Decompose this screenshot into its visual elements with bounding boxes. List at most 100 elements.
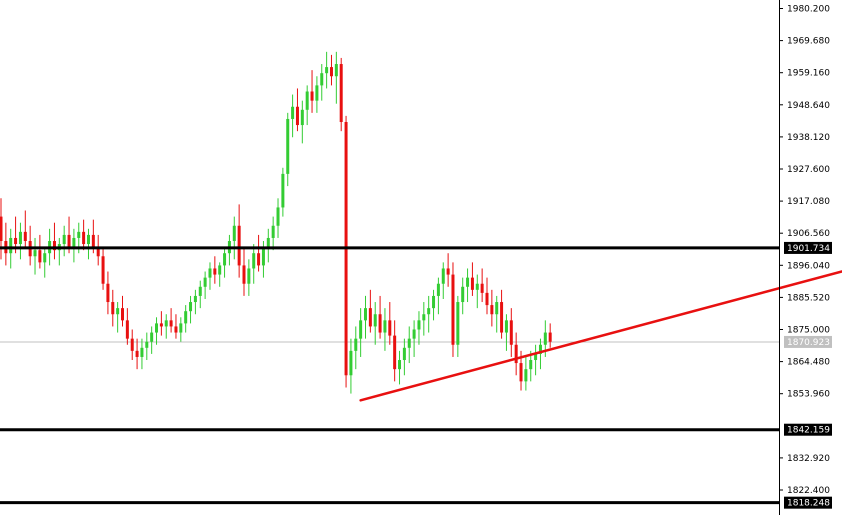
candle xyxy=(524,356,528,391)
candle xyxy=(28,225,32,266)
candle-body xyxy=(378,314,382,333)
candle-body xyxy=(203,277,207,287)
candle-body xyxy=(155,323,159,333)
candle xyxy=(300,100,304,144)
candle xyxy=(121,295,124,327)
candle xyxy=(495,295,499,333)
candle xyxy=(436,277,440,315)
candle xyxy=(417,311,421,345)
candle-body xyxy=(543,332,547,345)
y-tick-label: 1938.120 xyxy=(787,133,830,143)
candle xyxy=(266,228,270,263)
candle xyxy=(213,256,217,284)
candle-body xyxy=(436,283,440,296)
candle xyxy=(242,247,246,296)
candle-body xyxy=(150,332,154,342)
candle xyxy=(281,167,285,217)
candle xyxy=(456,295,460,357)
candle-body xyxy=(106,283,110,303)
candle-body xyxy=(519,363,523,382)
candle-body xyxy=(339,64,343,123)
candle xyxy=(18,222,22,260)
candle xyxy=(116,302,120,333)
candle-body xyxy=(179,323,183,333)
candle-body xyxy=(9,237,13,254)
candle-body xyxy=(412,329,416,339)
candle-body xyxy=(422,314,426,321)
candle-body xyxy=(432,295,436,309)
candle-body xyxy=(466,277,470,287)
candle xyxy=(82,219,86,251)
candle-body xyxy=(232,225,236,242)
candle-body xyxy=(417,320,421,330)
candle-body xyxy=(164,320,168,327)
candle xyxy=(310,70,314,113)
candle xyxy=(247,259,251,296)
y-tick-label: 1822.400 xyxy=(787,486,830,496)
candle xyxy=(509,308,513,357)
candle-body xyxy=(461,286,465,303)
candle xyxy=(368,289,372,333)
candle-body xyxy=(315,85,319,101)
y-tick-label: 1864.480 xyxy=(787,358,830,368)
current-price-tag xyxy=(784,335,832,348)
candle xyxy=(393,320,397,382)
candle-body xyxy=(451,274,455,345)
candle-body xyxy=(208,268,212,278)
candle xyxy=(227,234,231,266)
candle-body xyxy=(116,308,120,315)
candle xyxy=(354,326,358,370)
candle-body xyxy=(96,247,100,257)
candle-body xyxy=(38,250,42,263)
candle-body xyxy=(218,265,222,275)
candle-body xyxy=(329,67,333,77)
y-tick-label: 1948.640 xyxy=(787,101,830,111)
candle xyxy=(344,115,348,388)
y-tick-label: 1885.520 xyxy=(787,293,830,303)
candle xyxy=(198,280,202,309)
candle xyxy=(106,271,110,315)
current-price-label: 1870.923 xyxy=(787,338,830,348)
candle-body xyxy=(310,91,314,101)
candle-body xyxy=(174,326,178,333)
candle-body xyxy=(388,320,392,336)
candle xyxy=(184,305,188,333)
candle-body xyxy=(300,109,304,126)
y-tick-label: 1906.560 xyxy=(787,229,830,239)
candle-body xyxy=(189,302,193,312)
candle xyxy=(402,338,406,376)
candle xyxy=(145,332,149,361)
candle-body xyxy=(320,73,324,86)
candle xyxy=(23,210,27,248)
candle-body xyxy=(373,314,377,327)
candle xyxy=(257,234,261,272)
candle-body xyxy=(223,253,227,266)
candle-body xyxy=(271,225,275,238)
levels-layer xyxy=(0,246,842,505)
candle xyxy=(291,94,295,138)
candle-body xyxy=(62,234,66,245)
candle xyxy=(412,320,416,357)
candle-body xyxy=(349,350,353,376)
candle-body xyxy=(159,323,163,327)
candle xyxy=(466,268,470,303)
candle-body xyxy=(247,268,251,284)
candle-body xyxy=(291,106,295,119)
level-price-label: 1842.159 xyxy=(787,426,830,436)
candle xyxy=(407,326,411,364)
candle xyxy=(514,332,518,376)
y-tick-label: 1917.080 xyxy=(787,197,830,207)
candle-body xyxy=(140,347,144,357)
candle-body xyxy=(91,234,95,248)
candle-body xyxy=(334,64,338,77)
y-tick-label: 1832.920 xyxy=(787,454,830,464)
candle xyxy=(237,204,241,278)
candle xyxy=(0,198,3,260)
y-tick-label: 1980.200 xyxy=(787,5,830,15)
candle-body xyxy=(548,332,552,342)
candle xyxy=(140,338,144,370)
candle-body xyxy=(354,338,358,351)
candle xyxy=(534,344,538,376)
candle-body xyxy=(393,335,397,370)
candle xyxy=(33,237,37,275)
